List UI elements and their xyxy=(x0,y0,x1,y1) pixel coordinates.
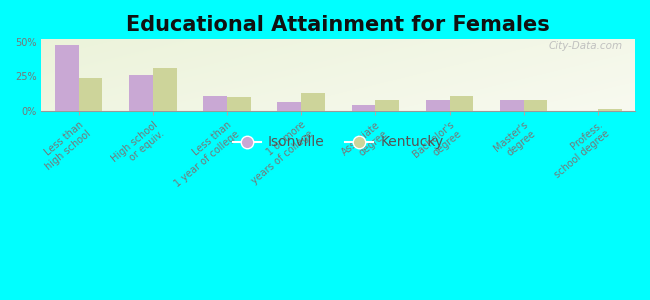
Bar xyxy=(500,100,524,111)
Bar xyxy=(79,78,102,111)
Bar xyxy=(301,93,325,111)
Bar xyxy=(375,100,399,111)
Bar xyxy=(278,102,301,111)
Bar xyxy=(203,95,227,111)
Bar xyxy=(55,45,79,111)
Text: City-Data.com: City-Data.com xyxy=(549,41,623,52)
Bar xyxy=(524,100,547,111)
Bar xyxy=(227,97,251,111)
Bar xyxy=(598,109,621,111)
Bar xyxy=(426,100,450,111)
Bar xyxy=(450,95,473,111)
Title: Educational Attainment for Females: Educational Attainment for Females xyxy=(126,15,550,35)
Bar xyxy=(129,75,153,111)
Bar xyxy=(352,105,375,111)
Bar xyxy=(153,68,177,111)
Legend: Isonville, Kentucky: Isonville, Kentucky xyxy=(227,130,449,155)
